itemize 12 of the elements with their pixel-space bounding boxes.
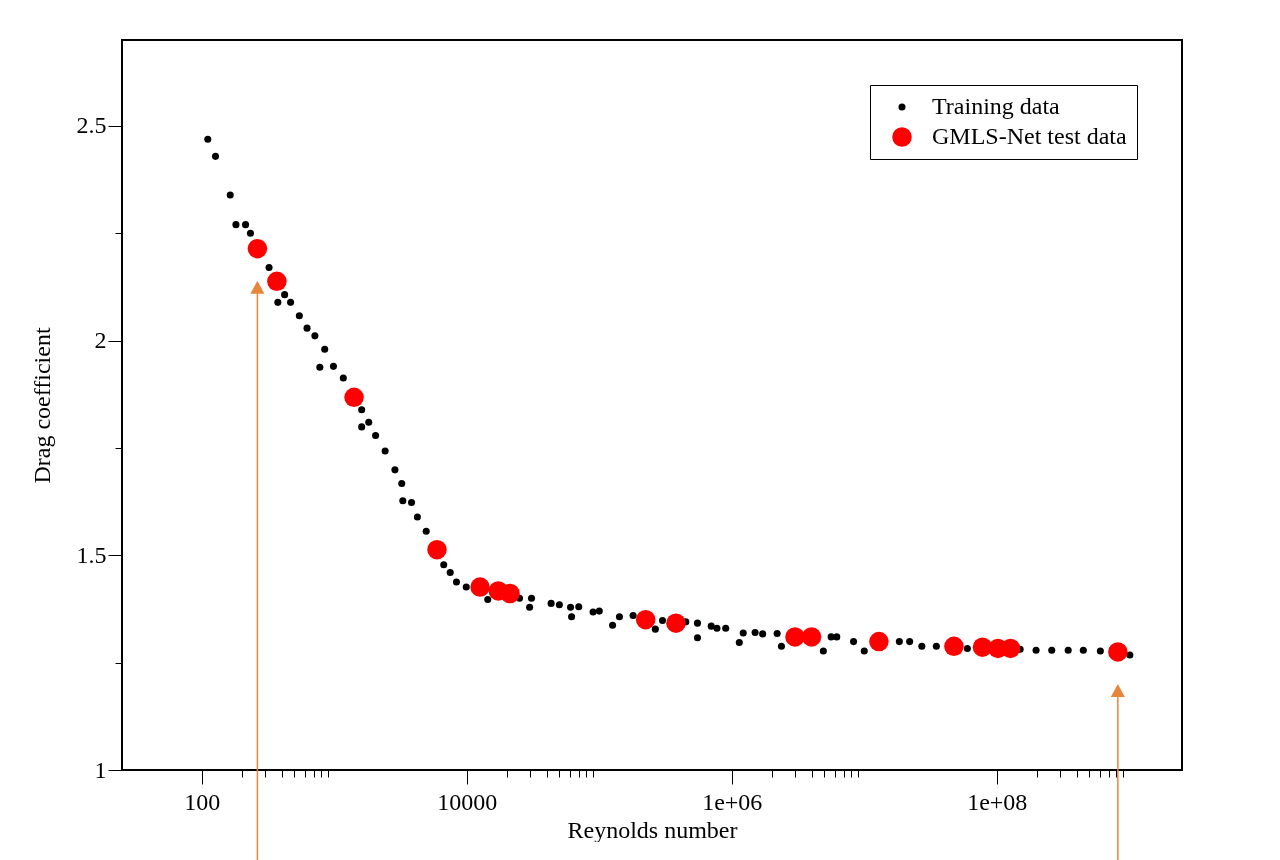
legend-label: GMLS-Net test data (932, 123, 1127, 149)
x-tick-label: 1e+08 (967, 788, 1028, 815)
y-tick-label: 1 (94, 756, 107, 783)
x-axis-title: Reynolds number (567, 816, 738, 843)
legend-label: Training data (932, 93, 1061, 119)
y-tick-label: 2.5 (76, 112, 107, 139)
y-tick-label: 2 (94, 327, 107, 354)
x-tick-label: 10000 (437, 788, 498, 815)
y-axis-title: Drag coefficient (28, 327, 55, 484)
x-tick-label: 100 (184, 788, 221, 815)
x-tick-label: 1e+06 (702, 788, 763, 815)
y-tick-label: 1.5 (76, 541, 107, 568)
